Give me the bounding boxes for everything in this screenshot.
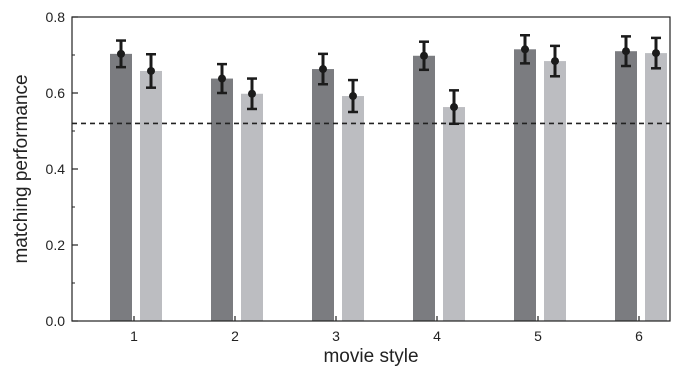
- y-axis-label: matching performance: [11, 74, 32, 263]
- error-bar-s2-c1: [146, 52, 156, 89]
- bar-s2-c2: [241, 93, 263, 321]
- mean-point: [420, 51, 428, 60]
- mean-point: [248, 89, 256, 98]
- error-bar-s1-c3: [318, 52, 328, 86]
- y-tick-label: 0.8: [46, 9, 66, 25]
- x-tick-label: 6: [635, 328, 643, 344]
- mean-point: [117, 49, 125, 58]
- error-bar-s2-c2: [247, 77, 257, 111]
- x-tick-label: 1: [130, 328, 138, 344]
- error-bar-s2-c6: [651, 36, 661, 70]
- y-tick-label: 0.4: [46, 161, 66, 177]
- mean-point: [551, 57, 559, 66]
- mean-point: [218, 74, 226, 83]
- x-tick-label: 3: [332, 328, 340, 344]
- mean-point: [521, 45, 529, 54]
- mean-point: [652, 49, 660, 58]
- bar-s1-c3: [312, 69, 334, 321]
- mean-point: [622, 47, 630, 56]
- mean-point: [319, 65, 327, 74]
- y-tick-label: 0.2: [46, 237, 66, 253]
- bar-s1-c4: [413, 55, 435, 321]
- x-tick-label: 5: [534, 328, 542, 344]
- bar-s1-c1: [110, 53, 132, 322]
- bar-s2-c5: [544, 61, 566, 322]
- error-bar-s2-c4: [449, 89, 459, 126]
- bars-layer: [110, 49, 667, 322]
- bar-s2-c3: [342, 96, 364, 321]
- bar-s1-c2: [211, 78, 233, 321]
- mean-point: [147, 66, 155, 75]
- error-bar-s1-c5: [520, 33, 530, 65]
- error-bar-s1-c1: [116, 39, 126, 69]
- bar-s2-c1: [140, 70, 162, 322]
- error-bars-layer: [116, 33, 661, 126]
- mean-point: [450, 103, 458, 112]
- y-tick-label: 0.6: [46, 85, 66, 101]
- x-axis-label: movie style: [323, 346, 418, 367]
- bar-s2-c6: [645, 53, 667, 321]
- bar-s1-c6: [615, 51, 637, 321]
- error-bar-s1-c6: [621, 35, 631, 68]
- mean-point: [349, 92, 357, 101]
- axes-layer: 0.0 0.2 0.4 0.6 0.8 1 2 3 4 5 6: [46, 9, 671, 344]
- bar-s1-c5: [514, 49, 536, 322]
- error-bar-s1-c2: [217, 62, 227, 95]
- error-bar-s2-c5: [550, 44, 560, 78]
- y-tick-label: 0.0: [46, 313, 66, 329]
- x-tick-label: 4: [433, 328, 441, 344]
- error-bar-s1-c4: [419, 40, 429, 72]
- bar-s2-c4: [443, 107, 465, 321]
- error-bar-s2-c3: [348, 78, 358, 114]
- x-tick-label: 2: [231, 328, 239, 344]
